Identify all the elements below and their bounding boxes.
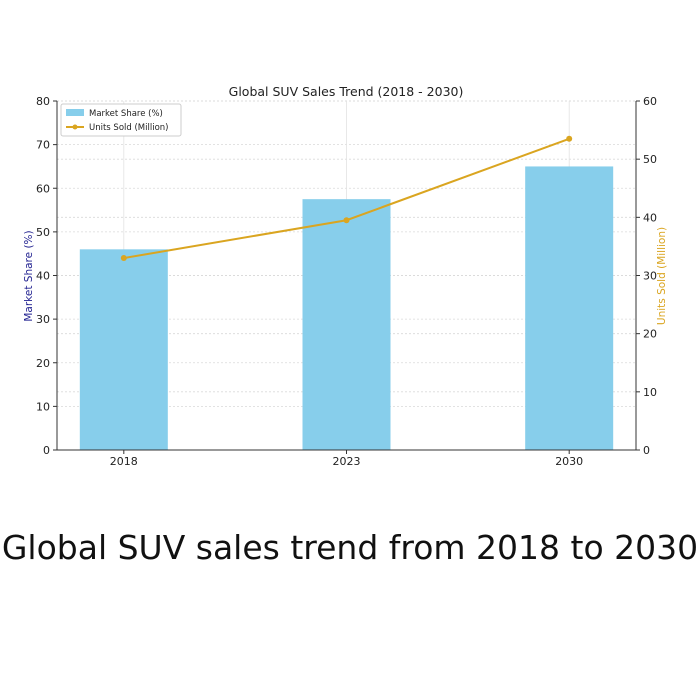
legend-swatch-market-share bbox=[66, 109, 84, 116]
y2-tick-label: 20 bbox=[643, 328, 657, 341]
y-tick-label: 30 bbox=[36, 313, 50, 326]
legend-label-market-share: Market Share (%) bbox=[89, 109, 163, 119]
y2-tick-label: 0 bbox=[643, 444, 650, 457]
legend: Market Share (%) Units Sold (Million) bbox=[60, 103, 182, 137]
y2-tick-label: 30 bbox=[643, 270, 657, 283]
legend-label-units-sold: Units Sold (Million) bbox=[89, 123, 169, 133]
y-tick-label: 20 bbox=[36, 357, 50, 370]
y2-tick-label: 60 bbox=[643, 95, 657, 108]
y-tick-label: 40 bbox=[36, 270, 50, 283]
y2-axis-label: Units Sold (Million) bbox=[656, 227, 668, 325]
x-tick-label: 2018 bbox=[110, 455, 138, 468]
y-tick-label: 50 bbox=[36, 226, 50, 239]
units-point-2023 bbox=[343, 217, 350, 224]
bar-2018 bbox=[79, 249, 168, 450]
y-tick-label: 10 bbox=[36, 400, 50, 413]
caption: Global SUV sales trend from 2018 to 2030 bbox=[1, 528, 699, 567]
legend-box bbox=[60, 103, 182, 137]
y-tick-label: 80 bbox=[36, 95, 50, 108]
x-tick-label: 2023 bbox=[333, 455, 361, 468]
units-point-2018 bbox=[120, 255, 127, 262]
y2-tick-label: 50 bbox=[643, 153, 657, 166]
units-point-2030 bbox=[566, 135, 573, 142]
x-tick-label: 2030 bbox=[555, 455, 583, 468]
y-tick-label: 70 bbox=[36, 139, 50, 152]
y-axis-label: Market Share (%) bbox=[23, 230, 35, 321]
y2-tick-label: 40 bbox=[643, 211, 657, 224]
chart-title: Global SUV Sales Trend (2018 - 2030) bbox=[229, 84, 464, 99]
bar-2023 bbox=[302, 199, 391, 450]
y-tick-label: 0 bbox=[43, 444, 50, 457]
units-line bbox=[120, 135, 573, 262]
bar-2030 bbox=[525, 166, 614, 450]
bars bbox=[79, 166, 614, 450]
y-tick-label: 60 bbox=[36, 182, 50, 195]
y2-tick-label: 10 bbox=[643, 386, 657, 399]
legend-swatch-units-marker bbox=[72, 124, 78, 130]
